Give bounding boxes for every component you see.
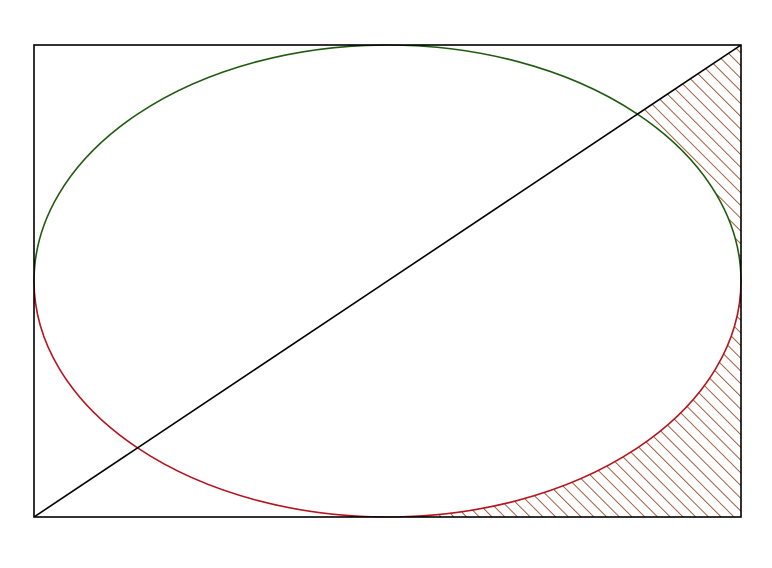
diagonal-line bbox=[33, 44, 742, 518]
ellipse-upper-half bbox=[33, 44, 742, 282]
hatched-region bbox=[387, 45, 741, 517]
bounding-rectangle bbox=[33, 44, 742, 518]
